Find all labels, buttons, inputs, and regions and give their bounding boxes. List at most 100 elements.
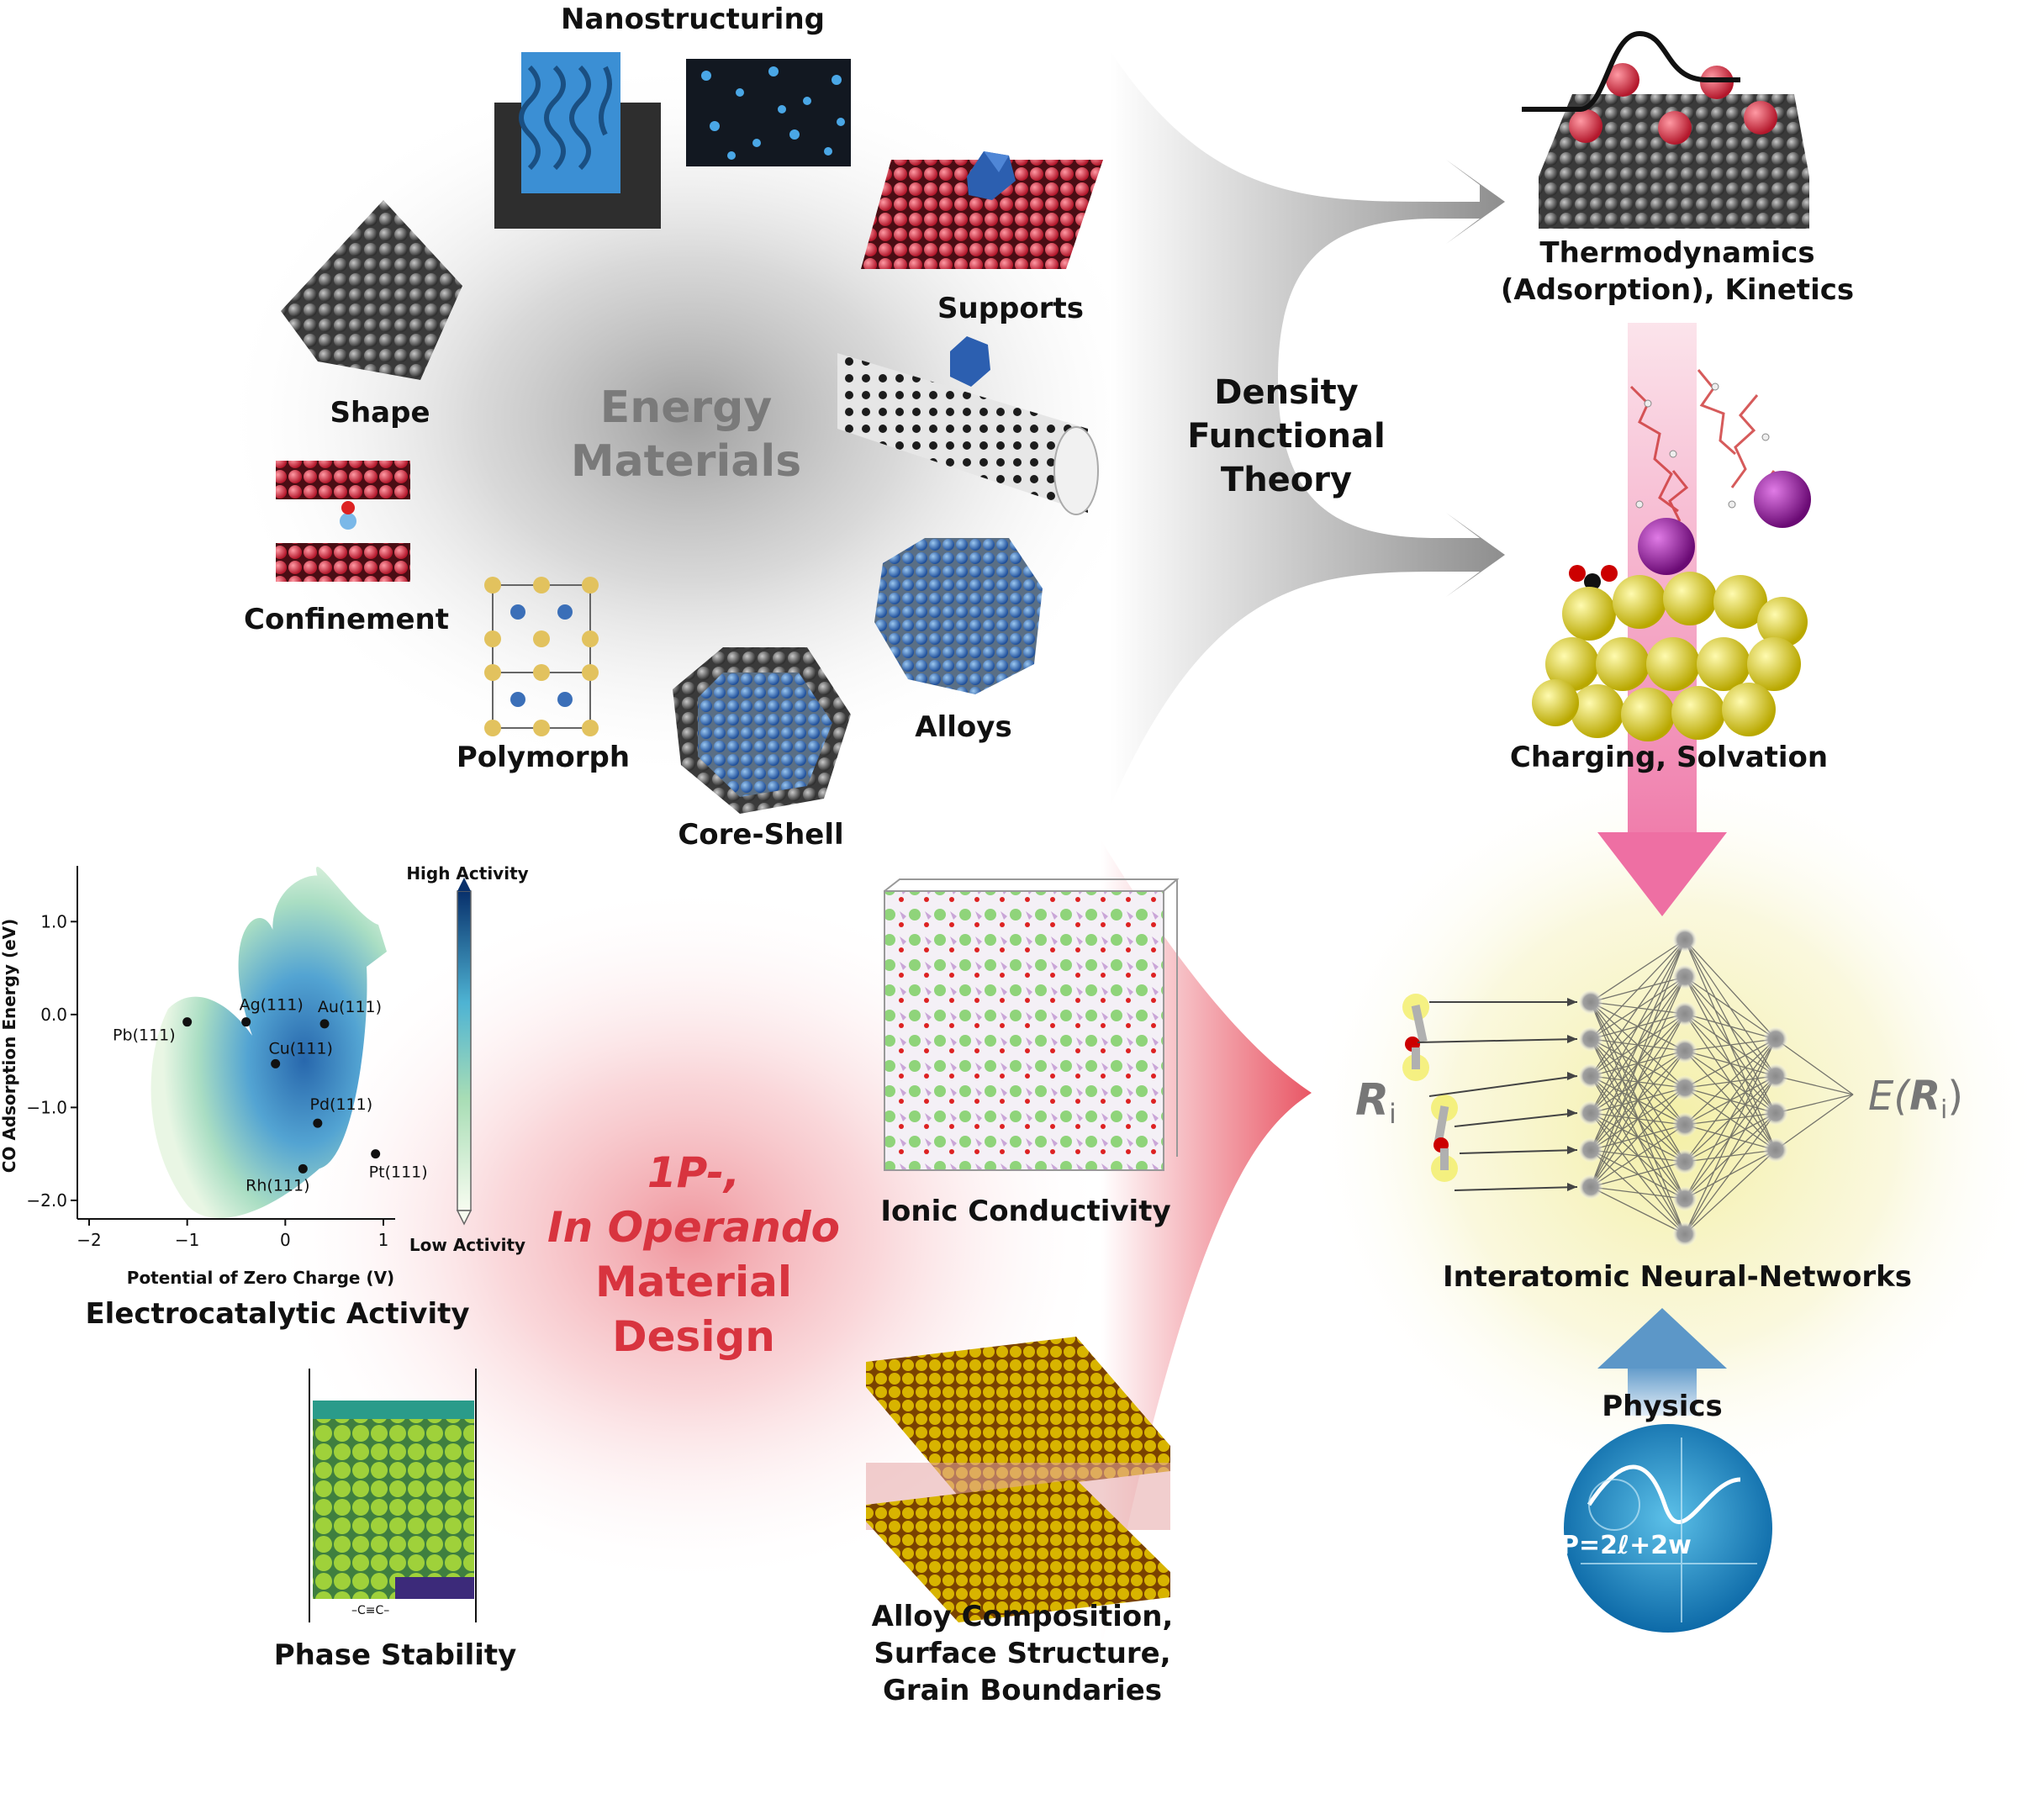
supports-illustration <box>861 151 1103 269</box>
design-line1: 1P-, <box>647 1148 740 1197</box>
neural-network-diagram <box>1402 927 1854 1247</box>
chart-data-point <box>298 1163 308 1174</box>
chart-point-label: Pb(111) <box>113 1026 176 1045</box>
dft-funnel <box>1110 50 1505 807</box>
water-molecule <box>1402 994 1429 1081</box>
chart-point-label: Rh(111) <box>246 1176 309 1195</box>
nanostructuring-label: Nanostructuring <box>561 3 825 36</box>
energy-materials-title-line2: Materials <box>571 436 801 487</box>
chart-data-point <box>182 1017 193 1027</box>
supports-label: Supports <box>937 292 1084 325</box>
nn-node <box>1672 1149 1697 1174</box>
nn-node <box>1672 1075 1697 1100</box>
chart-data-point <box>319 1019 330 1029</box>
alloys-label: Alloys <box>915 710 1011 744</box>
nn-node <box>1672 1221 1697 1247</box>
energy-materials-title-line1: Energy <box>600 382 773 433</box>
polymorph-label: Polymorph <box>457 741 630 774</box>
thermodynamics-illustration <box>1522 30 1809 229</box>
alloy-composition-label-line3: Grain Boundaries <box>883 1674 1162 1707</box>
chart-point-label: Ag(111) <box>240 996 304 1015</box>
physics-formula: P=2ℓ+2w <box>1560 1531 1692 1560</box>
polymorph-illustration <box>484 577 599 736</box>
alloy-composition-label-line2: Surface Structure, <box>874 1637 1170 1670</box>
colorbar-top-cap <box>457 878 471 891</box>
nanostructuring-illustration <box>494 52 851 229</box>
nn-node <box>1578 1174 1603 1200</box>
activity-contour <box>150 866 387 1219</box>
confinement-illustration <box>276 461 410 582</box>
nn-node <box>1578 1026 1603 1052</box>
ionic-conductivity-illustration <box>884 878 1180 1171</box>
phase-annotation: –C≡C– <box>351 1604 389 1617</box>
energy-profile-curve <box>1522 30 1740 112</box>
chart-point-label: Pt(111) <box>369 1163 428 1182</box>
neural-network-glow <box>1303 757 2038 1496</box>
nn-node <box>1578 989 1603 1015</box>
chart-point-label: Cu(111) <box>268 1039 332 1058</box>
nn-title: Interatomic Neural-Networks <box>1443 1260 1912 1294</box>
charging-solvation-illustration <box>1532 369 1811 741</box>
nn-input-arrows <box>1417 998 1578 1191</box>
colorbar-low-label: Low Activity <box>409 1235 525 1255</box>
nn-node <box>1672 964 1697 989</box>
chart-y-tick-label: −1.0 <box>26 1097 67 1117</box>
nn-node <box>1672 927 1697 952</box>
phase-stability-label: Phase Stability <box>274 1638 517 1672</box>
nn-output-label: E(Ri) <box>1868 1073 1963 1125</box>
nanotube-illustration <box>837 336 1099 515</box>
dft-label-line1: Density <box>1214 373 1359 412</box>
nn-node <box>1763 1137 1788 1163</box>
design-line4: Design <box>612 1312 775 1361</box>
confinement-label: Confinement <box>244 603 449 636</box>
chart-x-tick-label: −1 <box>175 1230 199 1250</box>
dft-label-line3: Theory <box>1221 461 1352 499</box>
colorbar-high-label: High Activity <box>406 863 528 884</box>
chart-x-tick-label: 1 <box>378 1230 389 1250</box>
shape-label: Shape <box>330 396 430 430</box>
phase-stability-illustration: –C≡C– <box>309 1369 477 1622</box>
chart-y-tick-label: −2.0 <box>26 1190 67 1211</box>
physics-label: Physics <box>1602 1390 1723 1423</box>
activity-chart: −2 −1 0 1 1.0 0.0 −1.0 −2.0 Pb(111) Ag(111) Au(11… <box>0 863 529 1288</box>
chart-ylabel: CO Adsorption Energy (eV) <box>0 919 19 1174</box>
thermodynamics-label-line1: Thermodynamics <box>1539 236 1814 270</box>
nn-node <box>1672 1038 1697 1063</box>
chart-data-point <box>271 1058 281 1068</box>
chart-x-tick-label: 0 <box>280 1230 291 1250</box>
dft-label-line2: Functional <box>1187 417 1386 456</box>
nn-node <box>1672 1112 1697 1137</box>
nn-node <box>1578 1137 1603 1163</box>
alloys-illustration <box>874 538 1043 694</box>
chart-point-label: Pd(111) <box>310 1095 373 1114</box>
design-line3: Material <box>595 1258 792 1306</box>
chart-data-point <box>313 1118 323 1128</box>
nn-input-label: Ri <box>1355 1075 1397 1130</box>
alloy-composition-illustration <box>866 1337 1170 1622</box>
chart-xlabel: Potential of Zero Charge (V) <box>127 1268 394 1288</box>
nn-node <box>1763 1100 1788 1126</box>
physics-to-nn-arrow <box>1597 1308 1727 1416</box>
nn-node <box>1672 1186 1697 1211</box>
colorbar-bottom-cap <box>456 1210 473 1226</box>
shape-illustration <box>281 200 462 380</box>
charging-solvation-label: Charging, Solvation <box>1510 741 1828 774</box>
colorbar <box>457 890 472 1211</box>
ionic-conductivity-label: Ionic Conductivity <box>880 1195 1170 1228</box>
thermodynamics-label-line2: (Adsorption), Kinetics <box>1501 273 1854 307</box>
water-molecule <box>1431 1095 1458 1182</box>
physics-illustration: P=2ℓ+2w <box>1560 1424 1772 1633</box>
chart-data-point <box>241 1017 251 1027</box>
alloy-composition-label-line1: Alloy Composition, <box>872 1600 1174 1633</box>
nn-node <box>1763 1026 1788 1052</box>
chart-y-tick-label: 1.0 <box>40 911 67 931</box>
chart-data-point <box>371 1149 381 1159</box>
nn-node <box>1672 1001 1697 1026</box>
chart-point-label: Au(111) <box>318 998 382 1016</box>
nn-node <box>1763 1063 1788 1089</box>
core-shell-label: Core-Shell <box>678 818 843 852</box>
nn-node <box>1578 1063 1603 1089</box>
nn-connections <box>1590 939 1854 1235</box>
